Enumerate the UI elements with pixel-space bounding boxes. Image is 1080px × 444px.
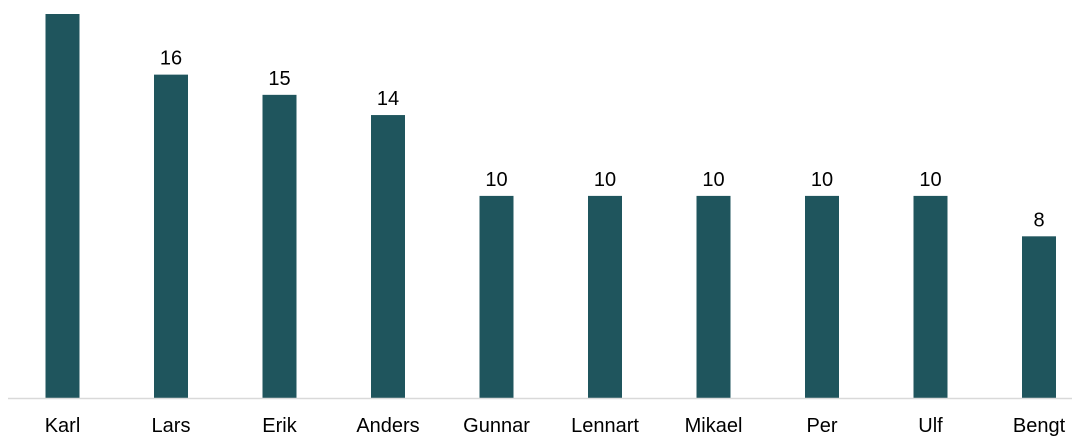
bars-layer — [45, 14, 1056, 398]
bar-lennart — [588, 195, 622, 398]
x-tick-label-karl: Karl — [45, 415, 81, 437]
bar-karl — [45, 14, 80, 398]
x-tick-label-mikael: Mikael — [685, 415, 743, 437]
data-label-anders: 14 — [377, 88, 399, 110]
x-tick-label-anders: Anders — [356, 415, 419, 437]
data-label-mikael: 10 — [702, 169, 724, 191]
x-tick-label-erik: Erik — [262, 415, 297, 437]
bar-bengt — [1022, 236, 1056, 398]
x-tick-label-per: Per — [806, 415, 837, 437]
bar-gunnar — [479, 195, 514, 398]
data-label-ulf: 10 — [919, 169, 941, 191]
x-tick-label-bengt: Bengt — [1013, 415, 1066, 437]
x-tick-label-lars: Lars — [152, 415, 191, 437]
data-labels-layer: 16 15 14 10 10 10 10 10 8 — [160, 48, 1045, 232]
x-tick-label-gunnar: Gunnar — [463, 415, 530, 437]
bar-anders — [371, 115, 405, 398]
data-label-erik: 15 — [268, 68, 290, 90]
bar-lars — [154, 74, 188, 398]
bar-per — [805, 195, 839, 398]
bar-ulf — [913, 195, 948, 398]
bar-mikael — [696, 195, 731, 398]
x-tick-label-ulf: Ulf — [918, 415, 943, 437]
data-label-lennart: 10 — [594, 169, 616, 191]
data-label-lars: 16 — [160, 48, 182, 70]
bar-erik — [262, 94, 297, 398]
data-label-gunnar: 10 — [485, 169, 507, 191]
x-tick-labels-layer: Karl Lars Erik Anders Gunnar Lennart Mikael Per… — [45, 415, 1066, 437]
data-label-bengt: 8 — [1033, 209, 1044, 231]
data-label-per: 10 — [811, 169, 833, 191]
x-tick-label-lennart: Lennart — [571, 415, 639, 437]
